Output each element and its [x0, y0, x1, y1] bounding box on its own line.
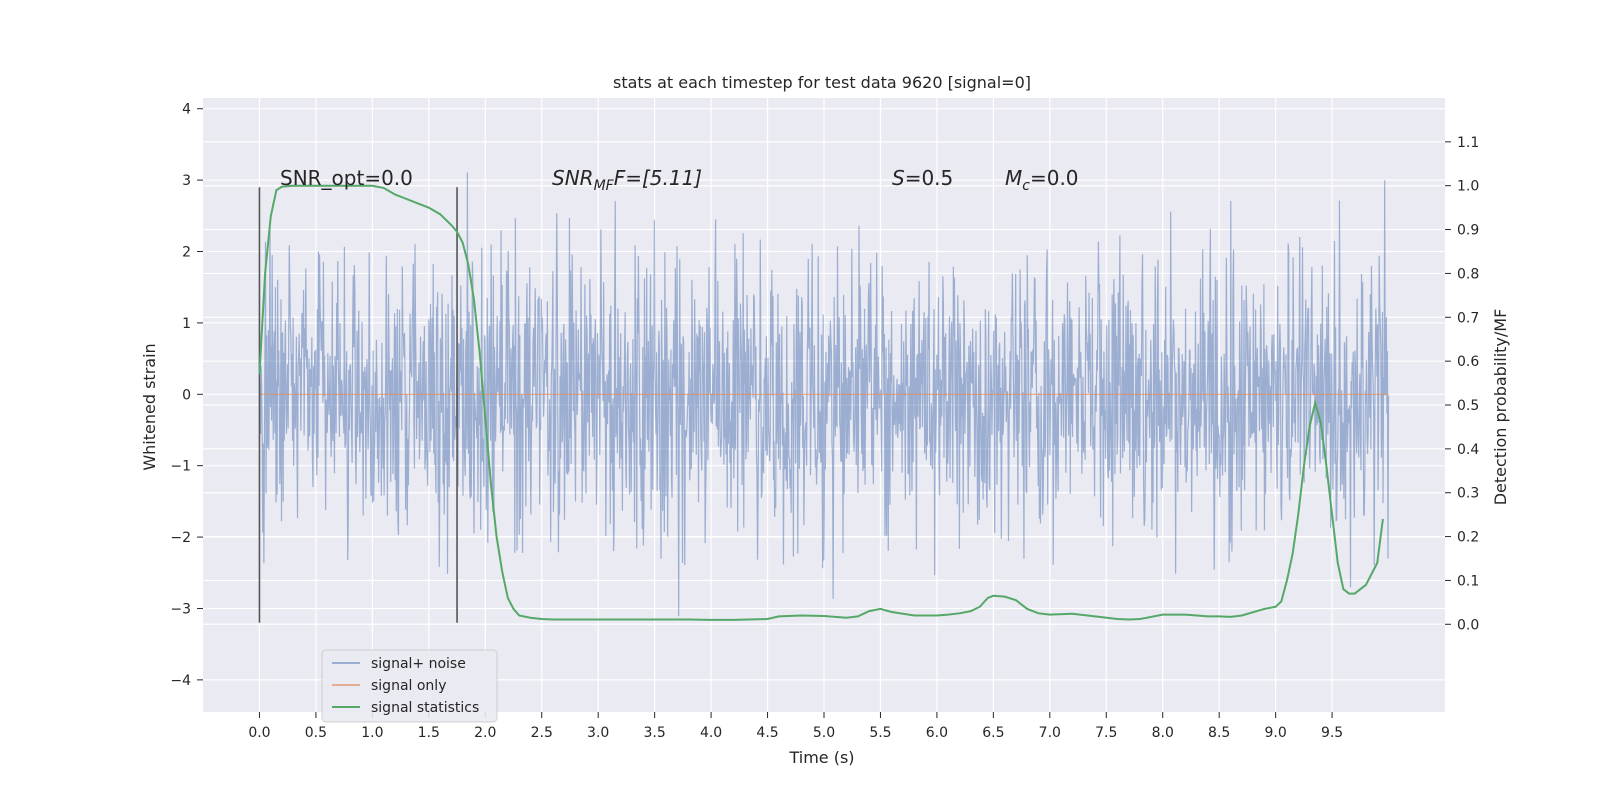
y-right-tick-label: 0.7: [1457, 310, 1479, 326]
x-tick-label: 6.0: [926, 725, 948, 741]
y-left-tick-label: 2: [182, 245, 191, 261]
y-left-tick-label: 3: [182, 173, 191, 189]
legend-label-signal-only: signal only: [371, 678, 446, 694]
x-axis-ticks: 0.0 0.5 1.0 1.5 2.0 2.5 3.0 3.5 4.0 4.5 5.0 5.5 6.0 6…: [248, 712, 1343, 741]
y-left-axis-label: Whitened strain: [140, 343, 159, 470]
x-tick-label: 3.5: [644, 725, 666, 741]
x-tick-label: 2.5: [531, 725, 553, 741]
y-right-tick-label: 0.0: [1457, 617, 1479, 633]
chart-title: stats at each timestep for test data 962…: [613, 73, 1031, 92]
x-tick-label: 7.5: [1095, 725, 1117, 741]
y-left-tick-label: −2: [170, 530, 191, 546]
x-tick-label: 7.0: [1039, 725, 1061, 741]
legend-box: [321, 649, 498, 723]
x-tick-label: 6.5: [982, 725, 1004, 741]
legend-label-signal-plus-noise: signal+ noise: [371, 656, 466, 672]
x-tick-label: 8.0: [1152, 725, 1174, 741]
x-tick-label: 1.0: [361, 725, 383, 741]
annotation-snr-opt: SNR_opt=0.0: [280, 166, 413, 190]
x-tick-label: 5.5: [869, 725, 891, 741]
x-tick-label: 8.5: [1208, 725, 1230, 741]
y-right-tick-label: 1.1: [1457, 135, 1479, 151]
segment-markers: [258, 187, 458, 623]
y-left-tick-label: −4: [170, 673, 191, 689]
y-left-tick-label: 0: [182, 387, 191, 403]
y-left-tick-label: 4: [182, 102, 191, 118]
x-tick-label: 9.5: [1321, 725, 1343, 741]
legend: signal+ noise signal only signal statist…: [321, 649, 498, 723]
series-line-signal-statistics: [258, 184, 1384, 621]
x-tick-label: 4.0: [700, 725, 722, 741]
x-tick-label: 0.5: [305, 725, 327, 741]
y-right-tick-label: 0.9: [1457, 223, 1479, 239]
y-right-axis-ticks: 0.0 0.1 0.2 0.3 0.4 0.5 0.6 0.7 0.8 0.9 1.0 1.1: [1445, 135, 1479, 633]
series-signal-statistics: [258, 184, 1384, 621]
y-right-axis-label: Detection probability/MF: [1491, 309, 1510, 506]
y-right-tick-label: 0.2: [1457, 530, 1479, 546]
x-tick-label: 3.0: [587, 725, 609, 741]
y-left-tick-label: 1: [182, 316, 191, 332]
x-tick-label: 0.0: [248, 725, 270, 741]
y-right-tick-label: 0.8: [1457, 266, 1479, 282]
series-line-signal-plus-noise: [258, 172, 1390, 617]
y-right-tick-label: 1.0: [1457, 179, 1479, 195]
annotation-snr-mf: SNRMFF=[5.11]: [552, 166, 702, 194]
y-right-tick-label: 0.6: [1457, 354, 1479, 370]
x-tick-label: 5.0: [813, 725, 835, 741]
x-tick-label: 2.0: [474, 725, 496, 741]
series-signal-plus-noise: [258, 172, 1390, 617]
x-tick-label: 4.5: [756, 725, 778, 741]
y-right-tick-label: 0.1: [1457, 573, 1479, 589]
annotation-s: S=0.5: [892, 166, 953, 190]
y-left-tick-label: −1: [170, 459, 191, 475]
y-left-tick-label: −3: [170, 601, 191, 617]
y-left-axis-ticks: −4 −3 −2 −1 0 1 2 3 4: [170, 102, 203, 689]
x-tick-label: 9.0: [1265, 725, 1287, 741]
y-right-tick-label: 0.4: [1457, 442, 1479, 458]
x-axis-label: Time (s): [788, 748, 854, 767]
x-tick-label: 1.5: [418, 725, 440, 741]
y-right-tick-label: 0.3: [1457, 486, 1479, 502]
legend-label-signal-statistics: signal statistics: [371, 700, 479, 716]
y-right-tick-label: 0.5: [1457, 398, 1479, 414]
annotation-mc: Mc=0.0: [1005, 166, 1079, 194]
